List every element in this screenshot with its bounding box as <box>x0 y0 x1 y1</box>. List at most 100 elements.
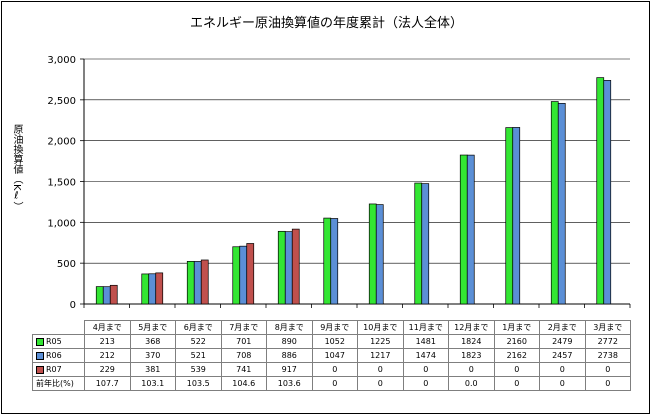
y-tick-label: 0 <box>70 300 76 311</box>
bar-r05 <box>323 217 332 305</box>
table-cell: 0 <box>402 376 449 391</box>
table-cell: 0 <box>311 362 358 377</box>
table-cell: 0 <box>402 362 449 377</box>
table-category-label: 8月まで <box>266 320 313 335</box>
table-cell: 2160 <box>493 334 540 349</box>
table-category-label: 2月まで <box>539 320 586 335</box>
table-cell: 0 <box>584 362 631 377</box>
table-cell: 381 <box>129 362 176 377</box>
table-cell: 890 <box>266 334 313 349</box>
bar-r05 <box>596 77 605 305</box>
table-cell: 708 <box>220 348 267 363</box>
bar-r05 <box>141 273 150 305</box>
bar-r05 <box>277 230 286 305</box>
y-tick-label: 500 <box>57 259 76 270</box>
bar-r07 <box>291 228 300 305</box>
y-tick-label: 1,000 <box>47 218 76 229</box>
y-tick-label: 3,000 <box>47 55 76 66</box>
table-cell: 521 <box>175 348 222 363</box>
y-tick-label: 1,500 <box>47 178 76 189</box>
legend-swatch <box>36 337 44 346</box>
bar-r05 <box>186 261 195 305</box>
table-cell: 0 <box>357 362 404 377</box>
bar-r07 <box>200 259 209 305</box>
table-cell: 1823 <box>448 348 495 363</box>
table-series-label: R07 <box>32 362 85 377</box>
table-cell: 0 <box>539 376 586 391</box>
table-cell: 1481 <box>402 334 449 349</box>
bar-r06 <box>148 273 157 305</box>
table-cell: 2738 <box>584 348 631 363</box>
table-cell: 1052 <box>311 334 358 349</box>
bar-r05 <box>95 286 104 305</box>
table-cell: 103.1 <box>129 376 176 391</box>
table-cell: 0 <box>493 376 540 391</box>
table-category-label: 7月まで <box>220 320 267 335</box>
legend-label: R06 <box>46 351 62 360</box>
bar-r05 <box>368 203 377 305</box>
table-cell: 522 <box>175 334 222 349</box>
table-cell: 2162 <box>493 348 540 363</box>
table-category-label: 9月まで <box>311 320 358 335</box>
table-cell: 368 <box>129 334 176 349</box>
table-category-label: 4月まで <box>84 320 131 335</box>
table-cell: 701 <box>220 334 267 349</box>
table-series-label: R06 <box>32 348 85 363</box>
table-cell: 1824 <box>448 334 495 349</box>
table-cell: 1225 <box>357 334 404 349</box>
table-cell: 370 <box>129 348 176 363</box>
table-cell: 229 <box>84 362 131 377</box>
bar-r06 <box>330 218 339 305</box>
y-tick-label: 2,500 <box>47 96 76 107</box>
table-series-label: R05 <box>32 334 85 349</box>
table-ratio-label: 前年比(%) <box>32 376 85 391</box>
legend-swatch <box>36 351 44 360</box>
table-cell: 103.5 <box>175 376 222 391</box>
data-table: 4月まで 5月まで 6月まで 7月まで 8月まで 9月まで 10月まで 11月まで 12月まで 1… <box>32 320 631 391</box>
bar-r06 <box>466 154 475 305</box>
table-cell: 0 <box>493 362 540 377</box>
table-cell: 0 <box>357 376 404 391</box>
table-cell: 0 <box>311 376 358 391</box>
table-cell: 886 <box>266 348 313 363</box>
table-cell: 0 <box>584 376 631 391</box>
legend-label: R05 <box>46 337 62 346</box>
bar-r05 <box>550 101 559 305</box>
table-cell: 103.6 <box>266 376 313 391</box>
table-category-label: 11月まで <box>402 320 449 335</box>
bar-r05 <box>505 127 514 305</box>
table-cell: 917 <box>266 362 313 377</box>
bar-r06 <box>102 286 111 305</box>
bar-r07 <box>155 272 164 305</box>
bar-r07 <box>109 284 118 305</box>
bar-r06 <box>284 231 293 305</box>
table-category-label: 6月まで <box>175 320 222 335</box>
table-cell: 2457 <box>539 348 586 363</box>
table-category-label: 3月まで <box>584 320 631 335</box>
table-category-label: 10月まで <box>357 320 404 335</box>
table-cell: 107.7 <box>84 376 131 391</box>
bar-r06 <box>421 183 430 305</box>
table-cell: 0 <box>448 362 495 377</box>
table-category-label: 1月まで <box>493 320 540 335</box>
bar-r05 <box>414 182 423 305</box>
table-cell: 1474 <box>402 348 449 363</box>
y-axis-label: 原油換算値（Kℓ） <box>11 124 22 212</box>
table-cell: 104.6 <box>220 376 267 391</box>
table-category-label: 5月まで <box>129 320 176 335</box>
legend-label: R07 <box>46 365 62 374</box>
table-cell: 0.0 <box>448 376 495 391</box>
table-cell: 2479 <box>539 334 586 349</box>
y-tick-label: 2,000 <box>47 137 76 148</box>
table-cell: 741 <box>220 362 267 377</box>
table-category-label: 12月まで <box>448 320 495 335</box>
bar-r06 <box>375 204 384 305</box>
table-cell: 1047 <box>311 348 358 363</box>
bar-r05 <box>459 154 468 305</box>
table-cell: 2772 <box>584 334 631 349</box>
legend-swatch <box>36 365 44 374</box>
table-cell: 1217 <box>357 348 404 363</box>
chart-title: エネルギー原油換算値の年度累計（法人全体） <box>189 16 463 31</box>
bar-r06 <box>603 80 612 305</box>
